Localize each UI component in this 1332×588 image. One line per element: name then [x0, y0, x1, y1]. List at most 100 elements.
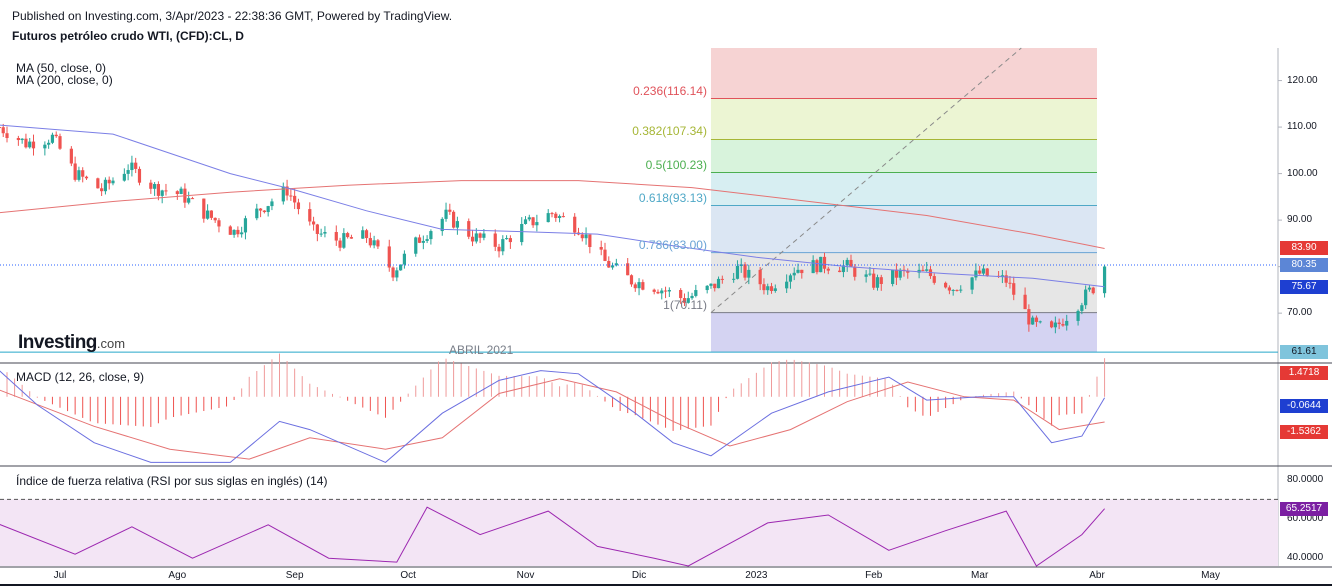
candle-body: [470, 236, 475, 242]
candle-body: [402, 253, 407, 265]
candle-body: [959, 289, 963, 291]
rsi-line: [0, 506, 1105, 567]
candle-body: [554, 213, 558, 218]
candle-body: [421, 240, 425, 243]
candle-body: [1091, 287, 1095, 294]
candle-body: [255, 208, 259, 219]
candle-body: [520, 223, 524, 243]
candle-body: [735, 265, 740, 279]
candle-body: [349, 237, 354, 239]
candle-body: [614, 263, 618, 266]
candle-body: [588, 234, 592, 248]
candle-body: [580, 234, 584, 239]
candle-body: [800, 269, 804, 274]
rsi-axis-label: 60.0000: [1287, 512, 1324, 524]
candle-body: [387, 246, 391, 268]
symbol-title: Futuros petróleo crudo WTI, (CFD):CL, D: [12, 29, 244, 43]
candle-body: [1084, 289, 1088, 306]
fib-zone: [710, 205, 1097, 253]
candle-body: [849, 259, 853, 267]
candle-body: [1057, 322, 1061, 325]
candle-body: [134, 162, 138, 169]
candle-body: [122, 173, 126, 181]
candle-body: [258, 208, 263, 211]
fib-level-label: 0.236(116.14): [633, 83, 707, 98]
candle-body: [5, 133, 9, 139]
candle-body: [368, 238, 372, 246]
candle-body: [289, 195, 293, 197]
candle-body: [319, 233, 323, 235]
candle-body: [24, 138, 28, 148]
candle-body: [160, 190, 164, 196]
candle-body: [54, 134, 58, 137]
candle-body: [894, 269, 899, 278]
last-price-badge: 80.35: [1280, 258, 1328, 272]
candle-body: [69, 148, 73, 164]
candle-body: [217, 220, 221, 227]
candle-body: [262, 210, 266, 213]
candle-body: [743, 264, 747, 278]
candle-body: [493, 233, 497, 247]
candle-body: [607, 260, 611, 268]
candle-body: [709, 283, 713, 286]
time-axis-label: Jul: [53, 570, 67, 581]
candle-body: [137, 168, 142, 183]
chart-watermark: ABRIL 2021: [449, 343, 514, 357]
candle-body: [573, 216, 577, 233]
candle-body: [474, 233, 478, 242]
candle-body: [452, 211, 456, 228]
ma200-line: [0, 180, 1105, 249]
candle-body: [425, 239, 429, 241]
candle-body: [785, 281, 789, 289]
candle-body: [841, 265, 846, 273]
candle-body: [455, 221, 459, 228]
candle-body: [232, 229, 236, 235]
candle-body: [296, 202, 301, 210]
candle-body: [240, 232, 244, 235]
candle-body: [440, 218, 444, 232]
candle-body: [656, 291, 660, 294]
macd-hist-badge: 1.4718: [1280, 365, 1328, 380]
time-axis-label: Nov: [516, 570, 535, 581]
rsi-legend: Índice de fuerza relativa (RSI por sus s…: [16, 474, 328, 488]
candle-body: [96, 178, 100, 189]
candle-body: [236, 229, 240, 235]
candle-body: [482, 233, 486, 238]
fib-zone: [710, 98, 1097, 140]
candle-body: [103, 179, 108, 192]
ma200-value-badge: 83.90: [1280, 241, 1328, 256]
candle-body: [864, 274, 868, 277]
ma50-legend: MA (50, close, 0): [16, 61, 107, 75]
candle-body: [1061, 324, 1065, 326]
candle-body: [985, 268, 989, 276]
candle-body: [769, 286, 774, 291]
fib-zone: [710, 139, 1097, 173]
candle-body: [716, 278, 721, 289]
time-axis-label: May: [1201, 570, 1220, 581]
fib-level-label: 0.382(107.34): [632, 124, 707, 139]
candle-body: [0, 127, 2, 129]
candle-body: [955, 289, 959, 291]
ma50-line: [0, 124, 1105, 288]
time-axis-label: Oct: [400, 570, 416, 581]
candle-body: [342, 233, 346, 248]
candle-body: [202, 198, 206, 219]
candle-body: [77, 170, 81, 180]
candle-body: [508, 238, 512, 243]
candle-body: [228, 226, 232, 235]
candle-body: [535, 222, 539, 226]
candle-body: [792, 272, 796, 276]
candle-body: [107, 179, 111, 184]
candle-body: [872, 273, 876, 288]
candle-body: [467, 221, 471, 237]
candle-body: [868, 273, 872, 275]
candle-body: [925, 269, 929, 271]
candle-body: [732, 278, 736, 280]
candle-body: [758, 269, 762, 285]
time-axis-label: Sep: [285, 570, 304, 581]
macd-line: [0, 370, 1106, 463]
candle-body: [970, 277, 974, 290]
candle-body: [209, 210, 213, 218]
candle-body: [84, 176, 89, 179]
